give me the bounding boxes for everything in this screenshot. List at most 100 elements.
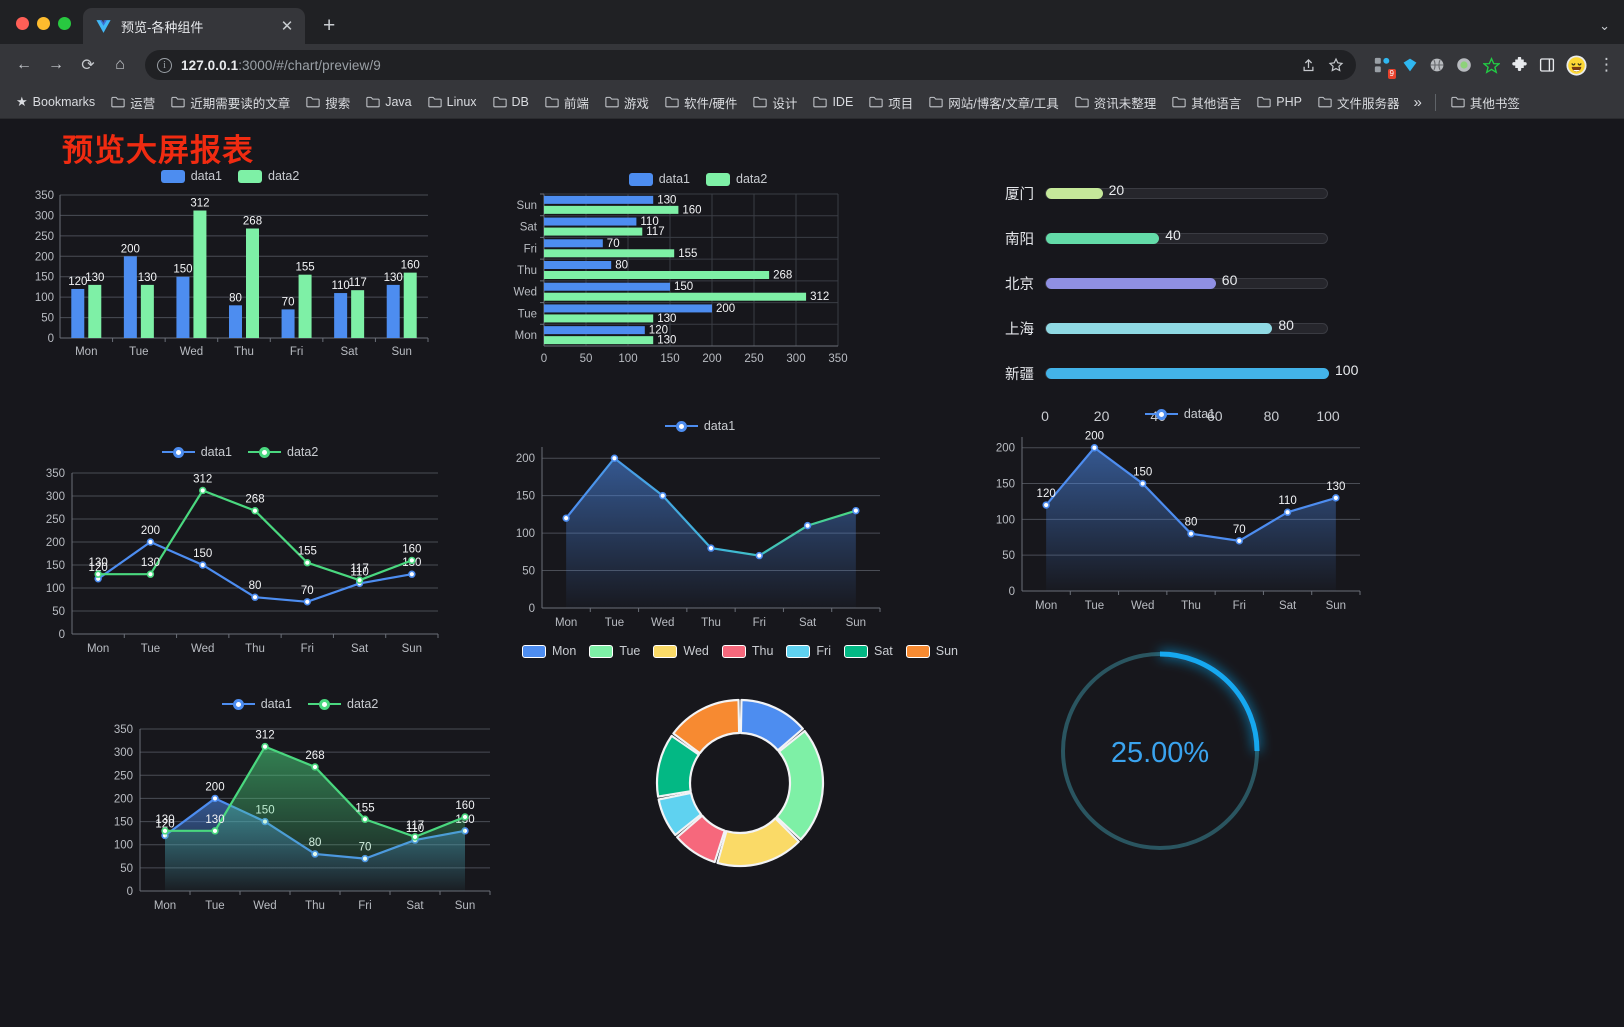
address-bar[interactable]: i 127.0.0.1:3000/#/chart/preview/9	[145, 50, 1356, 80]
bar[interactable]	[281, 309, 295, 338]
bookmark-folder[interactable]: IDE	[807, 92, 859, 112]
bookmark-folder[interactable]: 网站/博客/文章/工具	[923, 90, 1064, 115]
bar[interactable]	[334, 293, 348, 338]
data-point[interactable]	[408, 556, 416, 565]
data-point[interactable]	[755, 551, 763, 560]
legend-item[interactable]: data1	[628, 172, 690, 186]
pie-slice[interactable]	[657, 791, 703, 837]
bar[interactable]	[544, 217, 637, 226]
bar[interactable]	[386, 284, 400, 338]
data-point[interactable]	[146, 538, 155, 546]
bookmark-folder[interactable]: 项目	[863, 90, 919, 115]
data-point[interactable]	[803, 521, 812, 530]
data-point[interactable]	[1042, 501, 1050, 509]
data-point[interactable]	[1283, 508, 1292, 516]
data-point[interactable]	[261, 742, 269, 751]
other-bookmarks-folder[interactable]: 其他书签	[1445, 90, 1526, 115]
bar[interactable]	[246, 228, 259, 338]
puzzle-extension-icon[interactable]	[1511, 56, 1528, 74]
progress-track[interactable]: 20	[1045, 182, 1328, 199]
progress-track[interactable]: 40	[1045, 227, 1328, 244]
chrome-menu-icon[interactable]: ⋮	[1598, 55, 1615, 74]
bookmark-folder[interactable]: 搜索	[300, 90, 356, 115]
bar[interactable]	[544, 239, 603, 248]
bar[interactable]	[123, 256, 137, 338]
bar[interactable]	[544, 304, 712, 313]
data-point[interactable]	[251, 593, 259, 601]
legend-item[interactable]: data1	[1144, 407, 1215, 421]
bookmark-folder[interactable]: 运营	[105, 90, 161, 115]
home-button[interactable]: ⌂	[115, 56, 125, 73]
legend-item[interactable]: data1	[160, 169, 222, 183]
bookmarks-overflow-button[interactable]: »	[1413, 93, 1422, 111]
bar[interactable]	[351, 290, 365, 338]
pie-slice[interactable]	[775, 729, 825, 841]
pie-slice[interactable]	[716, 817, 800, 868]
bookmark-folder[interactable]: Java	[360, 92, 417, 112]
legend-item[interactable]: data2	[238, 169, 299, 183]
bar[interactable]	[544, 292, 807, 301]
bar[interactable]	[544, 336, 654, 345]
data-point[interactable]	[94, 570, 102, 578]
data-point[interactable]	[199, 486, 207, 495]
forward-button[interactable]: →	[48, 56, 64, 73]
bookmark-star-icon[interactable]	[1328, 57, 1344, 73]
bar[interactable]	[544, 314, 654, 323]
bookmarks-entry[interactable]: ★ Bookmarks	[10, 91, 101, 113]
data-point[interactable]	[303, 598, 311, 606]
legend-item[interactable]: Sun	[905, 644, 958, 658]
bar[interactable]	[544, 282, 670, 291]
data-point[interactable]	[562, 514, 570, 522]
bookmark-folder[interactable]: 资讯未整理	[1069, 90, 1163, 115]
legend-item[interactable]: Fri	[786, 644, 831, 658]
bar[interactable]	[176, 276, 190, 338]
pie-slice[interactable]	[672, 698, 741, 755]
legend-item[interactable]: Wed	[653, 644, 709, 658]
progress-track[interactable]: 100	[1045, 362, 1358, 379]
data-point[interactable]	[1090, 444, 1099, 452]
bar[interactable]	[544, 271, 770, 279]
legend-item[interactable]: Sat	[844, 644, 893, 658]
bar[interactable]	[71, 288, 85, 338]
bar[interactable]	[544, 326, 645, 335]
bar[interactable]	[544, 249, 675, 258]
data-point[interactable]	[1235, 537, 1243, 545]
data-point[interactable]	[1139, 479, 1147, 488]
bar[interactable]	[544, 195, 654, 204]
data-point[interactable]	[408, 570, 416, 578]
close-window-button[interactable]	[16, 17, 29, 30]
extension-grid-icon[interactable]: 9	[1374, 57, 1396, 79]
pie-slice[interactable]	[676, 814, 726, 864]
data-point[interactable]	[199, 561, 207, 569]
data-point[interactable]	[1187, 529, 1195, 538]
gear-extension-icon[interactable]	[1429, 57, 1445, 73]
bar[interactable]	[140, 284, 154, 338]
side-panel-icon[interactable]	[1539, 57, 1555, 73]
avatar[interactable]	[1566, 54, 1587, 76]
bar[interactable]	[88, 284, 102, 338]
legend-item[interactable]: data1	[664, 419, 735, 433]
legend-item[interactable]: data2	[706, 172, 767, 186]
reload-button[interactable]: ⟳	[81, 57, 95, 74]
data-point[interactable]	[461, 813, 469, 821]
maximize-window-button[interactable]	[58, 17, 71, 30]
legend-item[interactable]: data1	[161, 445, 232, 459]
legend-item[interactable]: data1	[221, 697, 292, 711]
bookmark-folder[interactable]: PHP	[1251, 92, 1308, 112]
data-point[interactable]	[303, 558, 311, 567]
legend-item[interactable]: data2	[308, 697, 378, 711]
back-button[interactable]: ←	[16, 56, 32, 73]
data-point[interactable]	[251, 507, 259, 515]
bookmark-folder[interactable]: 设计	[747, 90, 803, 115]
diamond-extension-icon[interactable]	[1402, 57, 1418, 73]
pie-slice[interactable]	[739, 698, 804, 752]
data-point[interactable]	[659, 491, 667, 500]
site-info-icon[interactable]: i	[157, 57, 172, 73]
bookmark-folder[interactable]: 游戏	[599, 90, 655, 115]
bookmark-folder[interactable]: 软件/硬件	[659, 90, 743, 115]
close-icon[interactable]: ✕	[280, 17, 294, 35]
bar[interactable]	[544, 205, 679, 214]
data-point[interactable]	[361, 815, 369, 823]
minimize-window-button[interactable]	[37, 17, 50, 30]
bookmark-folder[interactable]: 前端	[539, 90, 595, 115]
